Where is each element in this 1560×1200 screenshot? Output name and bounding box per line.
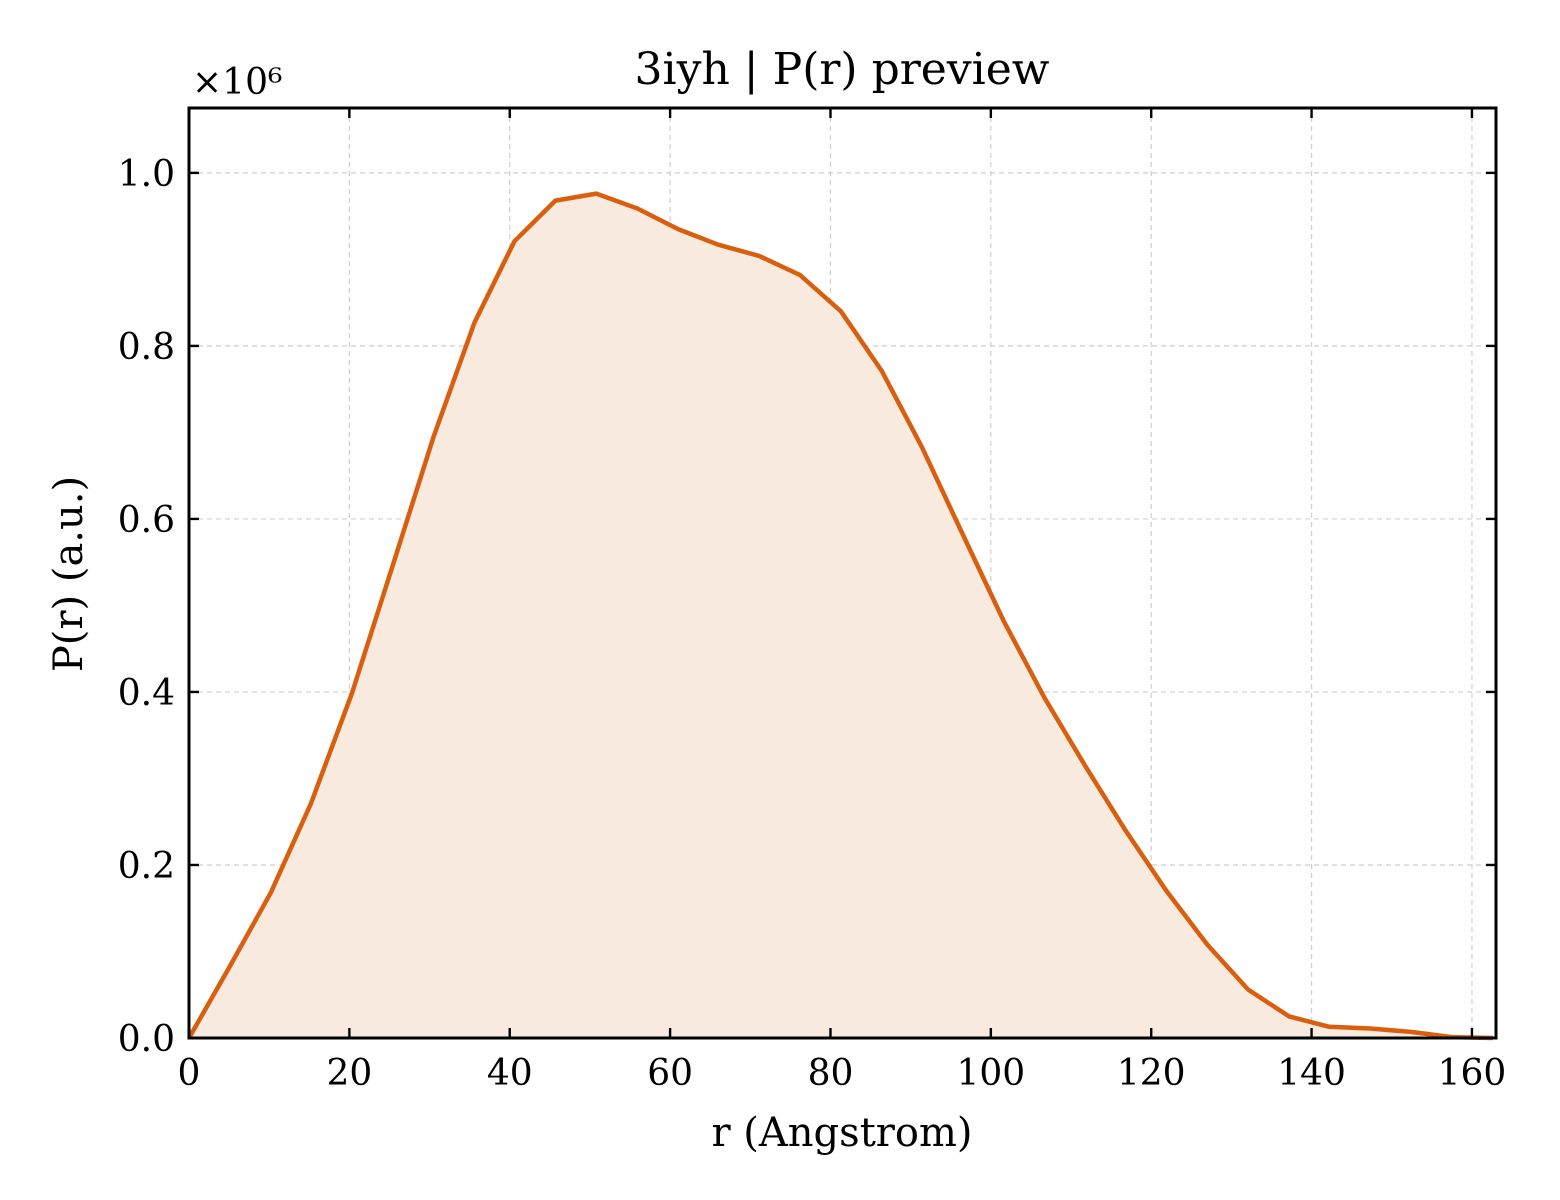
area-layer (187, 191, 1493, 1041)
chart-title: 3iyh | P(r) preview (635, 44, 1050, 95)
x-tick-label: 80 (808, 1053, 854, 1094)
x-tick-label: 160 (1438, 1053, 1507, 1094)
x-tick-label: 40 (487, 1053, 533, 1094)
y-tick-label: 0.0 (118, 1019, 175, 1060)
y-scale-label: ×10⁶ (192, 62, 282, 103)
y-axis-title: P(r) (a.u.) (46, 476, 92, 672)
area-fill (189, 193, 1493, 1039)
plot-frame (187, 106, 1498, 1040)
y-tick-label: 1.0 (118, 154, 175, 195)
x-tick-label: 100 (956, 1053, 1025, 1094)
x-tick-label: 20 (326, 1053, 372, 1094)
pr-curve (187, 191, 1493, 1041)
x-axis-title: r (Angstrom) (711, 1110, 972, 1156)
y-tick-label: 0.6 (118, 500, 175, 541)
y-tick-label: 0.4 (118, 673, 175, 714)
x-tick-label: 0 (178, 1053, 201, 1094)
x-tick-label: 120 (1117, 1053, 1186, 1094)
tick-labels: 0 20 40 60 80 100 120 140 160 0.0 0.2 0.4 0.6 0.8 1.0 (118, 154, 1507, 1094)
x-tick-label: 140 (1277, 1053, 1346, 1094)
y-tick-label: 0.8 (118, 327, 175, 368)
x-tick-label: 60 (647, 1053, 693, 1094)
y-tick-label: 0.2 (118, 846, 175, 887)
